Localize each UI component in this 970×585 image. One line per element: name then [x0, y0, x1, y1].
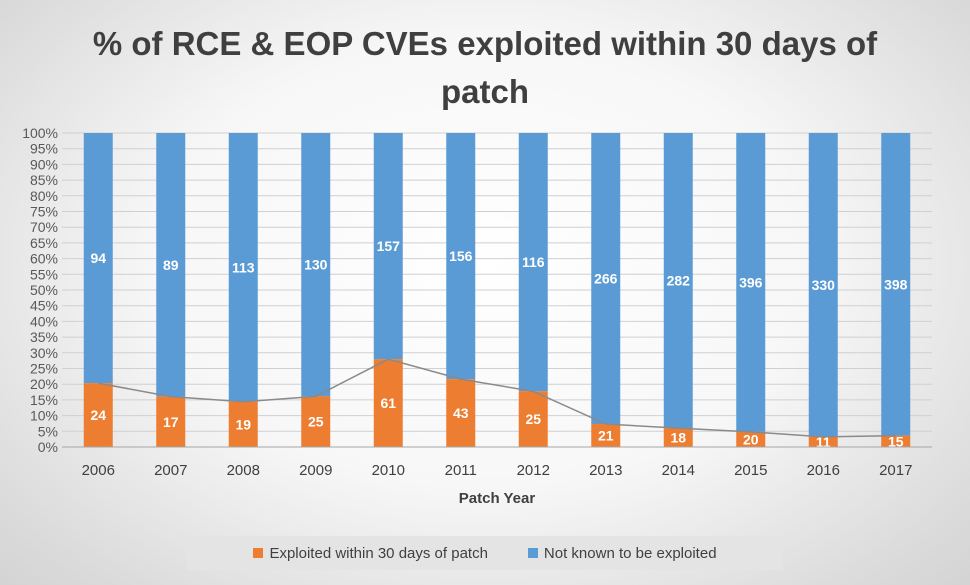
y-tick-label: 30%	[30, 345, 58, 361]
y-tick-label: 75%	[30, 204, 58, 220]
bar-not-exploited	[518, 133, 548, 392]
y-tick-label: 15%	[30, 392, 58, 408]
data-label-not-exploited: 89	[163, 257, 179, 273]
y-tick-label: 70%	[30, 219, 58, 235]
legend-swatch-exploited	[253, 548, 264, 558]
y-tick-label: 95%	[30, 141, 58, 157]
data-label-exploited: 20	[743, 431, 759, 447]
bar-not-exploited	[663, 133, 693, 429]
data-label-not-exploited: 282	[667, 273, 691, 289]
data-label-exploited: 61	[380, 395, 396, 411]
bar-exploited	[808, 436, 838, 447]
y-tick-label: 20%	[30, 376, 58, 392]
y-tick-label: 5%	[38, 423, 58, 439]
chart-legend: Exploited within 30 days of patch Not kn…	[187, 536, 783, 570]
bar-exploited	[663, 428, 693, 447]
data-label-exploited: 11	[816, 434, 831, 450]
y-tick-label: 85%	[30, 172, 58, 188]
x-tick-label: 2010	[372, 462, 405, 479]
data-label-not-exploited: 398	[884, 276, 908, 292]
legend-swatch-not-exploited	[527, 548, 538, 558]
y-tick-label: 55%	[30, 266, 58, 282]
y-tick-label: 65%	[30, 235, 58, 251]
data-label-exploited: 18	[670, 430, 686, 446]
legend-label-not-exploited: Not known to be exploited	[543, 544, 717, 562]
bar-exploited	[156, 396, 186, 447]
x-tick-label: 2008	[227, 462, 260, 479]
bar-exploited	[228, 401, 258, 447]
data-label-not-exploited: 156	[449, 248, 473, 264]
x-tick-label: 2011	[445, 462, 477, 479]
bar-exploited	[518, 391, 548, 447]
x-tick-label: 2014	[662, 462, 695, 479]
x-tick-label: 2013	[589, 462, 622, 479]
legend-label-exploited: Exploited within 30 days of patch	[269, 544, 488, 562]
chart-title: % of RCE & EOP CVEs exploited within 30 …	[92, 25, 878, 110]
data-label-exploited: 25	[308, 414, 324, 430]
data-label-exploited: 21	[598, 428, 614, 444]
bar-not-exploited	[736, 133, 766, 432]
x-tick-label: 2009	[299, 462, 332, 479]
data-label-not-exploited: 130	[304, 257, 328, 273]
data-label-not-exploited: 113	[232, 259, 255, 275]
trendline	[98, 358, 896, 438]
y-tick-label: 10%	[30, 408, 58, 424]
x-tick-label: 2017	[879, 462, 912, 479]
data-label-not-exploited: 94	[90, 250, 106, 266]
data-label-not-exploited: 266	[594, 271, 618, 287]
x-tick-label: 2015	[734, 462, 767, 479]
y-tick-label: 40%	[30, 313, 58, 329]
data-label-not-exploited: 157	[377, 238, 401, 254]
y-tick-label: 60%	[30, 251, 58, 267]
bar-exploited	[83, 383, 113, 447]
y-tick-label: 25%	[30, 361, 58, 377]
x-tick-label: 2012	[517, 462, 550, 479]
legend-entry-not-exploited: Not known to be exploited	[527, 544, 717, 562]
y-tick-label: 100%	[22, 125, 58, 141]
bar-not-exploited	[373, 133, 403, 360]
bar-exploited	[591, 424, 621, 447]
bar-not-exploited	[301, 133, 331, 397]
data-label-exploited: 19	[235, 416, 251, 432]
x-axis-title: Patch Year	[459, 490, 536, 507]
data-label-exploited: 43	[453, 405, 469, 421]
data-label-exploited: 25	[525, 411, 541, 427]
bar-not-exploited	[156, 133, 186, 397]
bar-not-exploited	[591, 133, 621, 425]
y-tick-label: 35%	[30, 329, 58, 345]
bar-not-exploited	[83, 133, 113, 384]
data-label-not-exploited: 330	[812, 277, 836, 293]
bar-not-exploited	[446, 133, 476, 380]
bar-exploited	[736, 431, 766, 447]
data-label-not-exploited: 116	[522, 254, 545, 270]
y-tick-label: 90%	[30, 156, 58, 172]
bar-exploited	[373, 359, 403, 447]
bar-not-exploited	[228, 133, 258, 402]
x-tick-label: 2006	[82, 462, 115, 479]
bar-exploited	[301, 396, 331, 447]
data-label-not-exploited: 396	[739, 274, 763, 290]
legend-entry-exploited: Exploited within 30 days of patch	[253, 544, 488, 562]
data-label-exploited: 17	[163, 414, 179, 430]
bar-not-exploited	[881, 133, 911, 436]
y-tick-label: 50%	[30, 282, 58, 298]
data-label-exploited: 15	[888, 433, 904, 449]
x-tick-label: 2016	[807, 462, 840, 479]
bar-exploited	[446, 379, 476, 447]
y-tick-label: 0%	[38, 439, 58, 455]
data-label-exploited: 24	[90, 407, 106, 423]
bar-exploited	[881, 435, 911, 447]
y-tick-label: 45%	[30, 298, 58, 314]
y-tick-label: 80%	[30, 188, 58, 204]
x-tick-label: 2007	[154, 462, 187, 479]
bar-not-exploited	[808, 133, 838, 437]
